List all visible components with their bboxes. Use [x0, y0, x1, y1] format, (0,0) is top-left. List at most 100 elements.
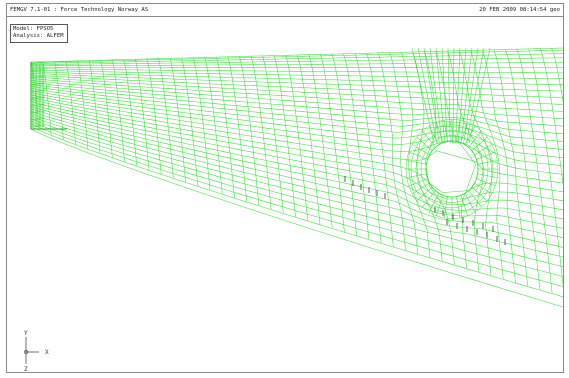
end-face-line [30, 89, 46, 93]
mesh-longitudinal-line [30, 110, 563, 238]
mesh-longitudinal-line [30, 128, 563, 308]
axis-y-label: Y [24, 330, 28, 337]
mesh-transverse-line [250, 56, 272, 210]
mesh-longitudinal-line [30, 53, 563, 64]
mesh-longitudinal-line [30, 74, 563, 98]
mesh-transverse-line [65, 61, 76, 145]
mesh-longitudinal-line [30, 72, 563, 92]
graphics-window: FEMGV 7.1-01 : Force Technology Norway A… [6, 3, 564, 373]
hole-radial-line [412, 182, 430, 195]
hole-radial-line [474, 143, 492, 156]
mesh-longitudinal-line [30, 68, 563, 74]
mesh-transverse-line [447, 50, 485, 272]
mesh-transverse-line [412, 51, 443, 262]
mesh-web-line [429, 47, 443, 144]
mesh-transverse-line [262, 55, 284, 214]
hole-radial-line [406, 173, 427, 178]
mesh-longitudinal-line [30, 123, 563, 287]
mesh-transverse-line [88, 60, 101, 154]
mesh-web-line [423, 47, 440, 144]
hole-radial-line [477, 173, 498, 178]
mesh-longitudinal-line [30, 66, 563, 68]
hole-radial-line [408, 178, 428, 187]
mesh-longitudinal-line [30, 101, 563, 202]
mesh-transverse-line [111, 59, 125, 162]
axis-z-label: Z [24, 366, 28, 372]
mesh-web-line [417, 47, 437, 144]
mesh-longitudinal-line [30, 94, 563, 175]
analysis-name: Analysis: ALFEM [13, 33, 64, 39]
hole-radial-line [476, 178, 496, 187]
crack-markers [344, 176, 506, 245]
mesh-longitudinal-line [30, 80, 563, 119]
mesh-transverse-line [528, 48, 563, 288]
mesh-transverse-line [493, 49, 528, 287]
mesh-transverse-line [273, 55, 296, 217]
mesh-longitudinal-line [30, 62, 563, 67]
hole-radial-line [464, 125, 476, 145]
mesh-web-line [447, 47, 451, 144]
mesh-longitudinal-line [30, 115, 563, 258]
fe-mesh-viewport[interactable]: Y X Z [7, 4, 563, 372]
mesh-transverse-line [516, 49, 553, 294]
mesh-transverse-line [227, 56, 247, 202]
mesh-transverse-line [319, 54, 345, 232]
mesh-web-line [458, 47, 467, 144]
hole-radial-line [443, 120, 448, 142]
mesh-transverse-line [481, 49, 516, 283]
hole-ring [420, 135, 484, 203]
mesh-longitudinal-line [30, 49, 563, 63]
hole-radial-line [471, 136, 488, 152]
hole-radial-line [471, 186, 488, 202]
mesh-longitudinal-line [30, 103, 563, 211]
mesh-longitudinal-line [30, 81, 563, 127]
hole-radial-line [468, 190, 482, 208]
mesh-transverse-line [192, 57, 211, 191]
mesh-transverse-line [146, 58, 162, 175]
model-name: Model: FPSO5 [13, 26, 54, 32]
mesh-transverse-line [504, 49, 541, 290]
mesh-longitudinal-line [31, 57, 563, 65]
timestamp: 20 FEB 2009 08:14:54 geo [479, 7, 560, 13]
mesh-transverse-line [285, 55, 309, 221]
mesh-web-line [468, 47, 491, 144]
mesh-longitudinal-line [30, 126, 563, 298]
mesh-transverse-line [215, 56, 235, 198]
hole-radial-line [416, 186, 433, 202]
mesh-transverse-line [77, 60, 89, 149]
window-header: FEMGV 7.1-01 : Force Technology Norway A… [7, 4, 563, 17]
mesh-transverse-line [157, 58, 174, 179]
axis-x-label: X [45, 349, 49, 356]
model-info-box: Model: FPSO5 Analysis: ALFEM [10, 24, 68, 43]
hole-radial-line [464, 193, 476, 213]
mesh-longitudinal-line [30, 71, 563, 85]
mesh-transverse-line [169, 58, 186, 183]
mesh-web-line [455, 47, 461, 144]
mesh-transverse-line [53, 61, 64, 140]
mesh-longitudinal-line [30, 108, 563, 229]
mesh-transverse-line [181, 57, 199, 187]
hole-radial-line [422, 190, 436, 208]
hole-radial-line [460, 122, 468, 143]
hole-radial-line [468, 130, 482, 148]
window-title: FEMGV 7.1-01 : Force Technology Norway A… [10, 7, 149, 13]
mesh-transverse-line [389, 52, 418, 254]
end-face-edge [30, 62, 67, 130]
hole-radial-line [443, 196, 448, 218]
mesh-transverse-line [435, 51, 476, 269]
mesh-transverse-line [423, 51, 455, 265]
mesh-transverse-line [539, 48, 563, 186]
mesh-web-line [460, 47, 473, 144]
mesh-web-line [411, 47, 435, 144]
mesh-longitudinal-line [30, 118, 563, 267]
hole-radial-line [477, 160, 498, 165]
mesh-transverse-line [308, 54, 333, 229]
hole-radial-line [428, 193, 440, 213]
hole-radial-line [476, 151, 496, 160]
hole-radial-line [460, 195, 468, 216]
mesh-transverse-line [377, 52, 406, 251]
mesh-transverse-line [42, 61, 52, 135]
hole-radial-line [456, 120, 461, 142]
hole-radial-line [428, 125, 440, 145]
end-face-line [30, 96, 46, 100]
